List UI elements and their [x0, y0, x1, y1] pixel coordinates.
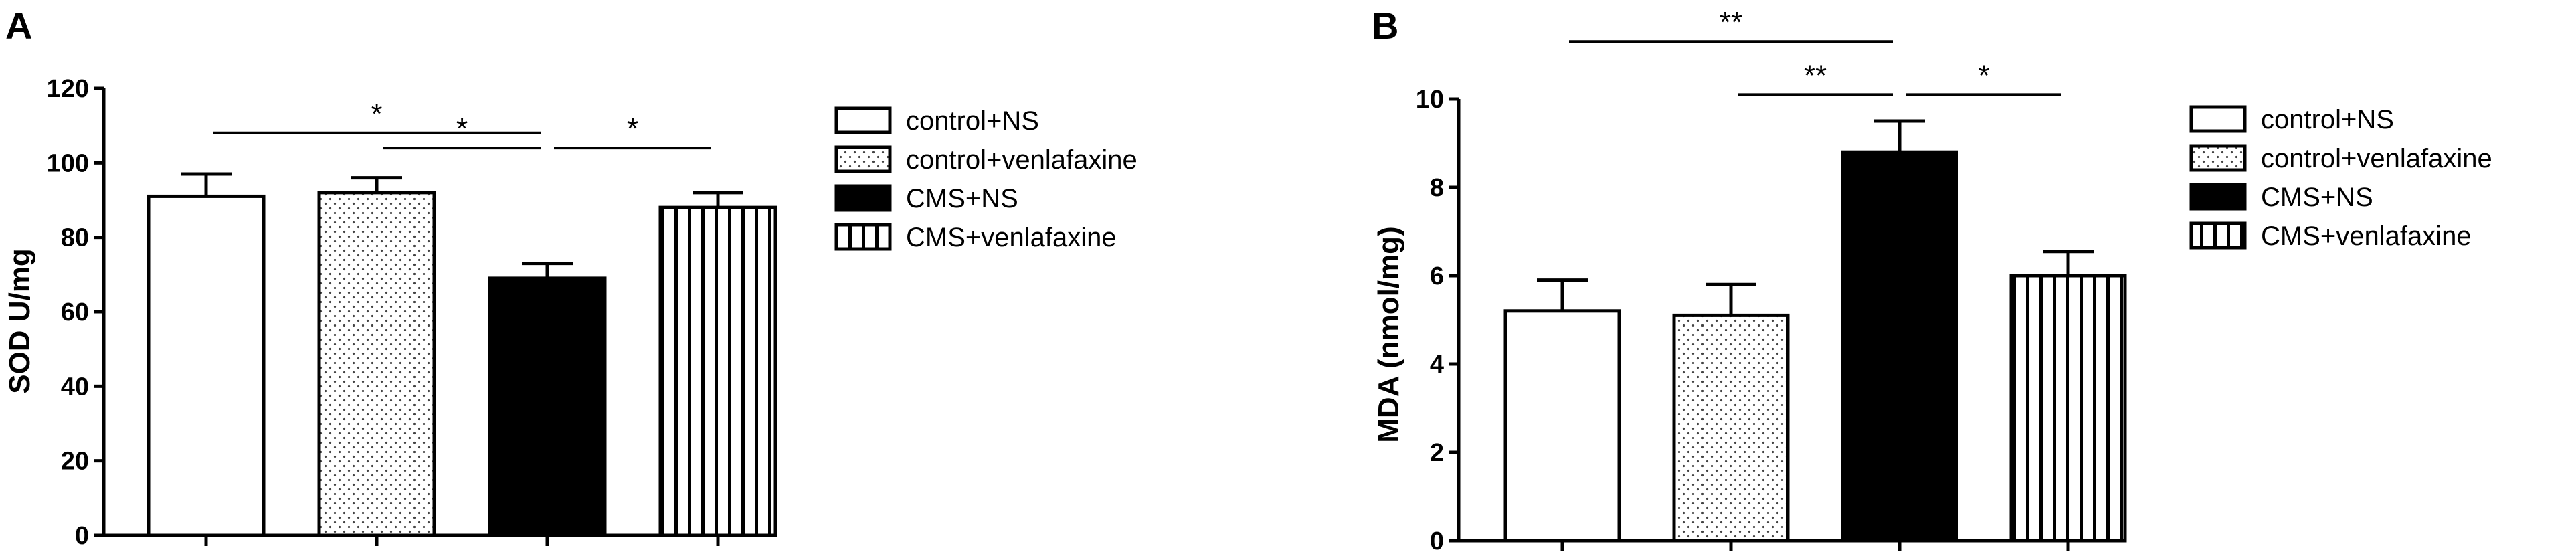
significance-label-a: * [627, 112, 638, 145]
y-tick-label-b: 10 [1416, 86, 1444, 114]
bar-b [2009, 274, 2127, 543]
y-tick-label-a: 80 [61, 224, 89, 252]
y-tick-label-a: 40 [61, 373, 89, 401]
y-tick-label-b: 6 [1430, 262, 1444, 290]
bar-b [1672, 313, 1790, 543]
bar-b [1503, 309, 1621, 543]
legend-label-b: CMS+venlafaxine [2261, 221, 2472, 251]
y-tick-label-a: 100 [47, 149, 89, 177]
y-axis-label-a: SOD U/mg [3, 248, 36, 394]
significance-label-a: * [371, 98, 382, 130]
legend-label-a: control+NS [906, 106, 1039, 136]
panel-label-b: B [1372, 5, 1398, 47]
y-tick-label-a: 120 [47, 75, 89, 103]
error-bars-a [181, 172, 743, 278]
y-axis-a: 0 20 40 60 80 100 120 [47, 75, 106, 550]
significance-a: * * * [213, 98, 711, 150]
legend-label-a: CMS+NS [906, 184, 1018, 213]
y-tick-label-b: 8 [1430, 174, 1444, 202]
legend-b: control+NS control+venlafaxine CMS+NS CMS+v… [2189, 105, 2492, 251]
bar-a [147, 194, 266, 537]
y-tick-label-a: 60 [61, 298, 89, 327]
y-axis-b: 0 2 4 6 8 10 [1416, 86, 1461, 555]
error-bars-b [1537, 119, 2094, 316]
legend-swatch-a [834, 106, 892, 134]
bar-a [317, 191, 436, 537]
legend-swatch-b [2189, 105, 2247, 133]
legend-label-b: control+venlafaxine [2261, 144, 2492, 173]
legend-swatch-a [834, 223, 892, 251]
legend-label-b: control+NS [2261, 105, 2394, 134]
bars-b [1503, 150, 2127, 543]
bar-a [658, 205, 777, 537]
legend-label-a: CMS+venlafaxine [906, 223, 1117, 252]
y-tick-label-b: 2 [1430, 439, 1444, 467]
y-tick-label-a: 20 [61, 448, 89, 476]
bar-a [488, 276, 607, 537]
legend-swatch-b [2189, 183, 2247, 211]
significance-label-b: * [1978, 59, 1989, 92]
legend-swatch-b [2189, 144, 2247, 172]
panel-a: A SOD U/mg 0 20 40 60 80 100 120 * * * control+N… [3, 5, 1137, 550]
significance-label-b: ** [1720, 6, 1742, 39]
legend-a: control+NS control+venlafaxine CMS+NS CMS+v… [834, 106, 1137, 252]
legend-swatch-b [2189, 221, 2247, 250]
significance-label-a: * [456, 112, 468, 145]
y-tick-label-b: 4 [1430, 351, 1444, 379]
legend-swatch-a [834, 145, 892, 173]
y-tick-label-a: 0 [75, 522, 89, 550]
y-tick-label-b: 0 [1430, 527, 1444, 555]
legend-label-a: control+venlafaxine [906, 145, 1137, 175]
legend-swatch-a [834, 184, 892, 212]
legend-label-b: CMS+NS [2261, 183, 2373, 212]
bars-a [147, 191, 777, 537]
significance-b: **** * [1569, 6, 2061, 96]
panel-label-a: A [5, 5, 32, 47]
y-axis-label-b: MDA (nmol/mg) [1372, 226, 1405, 442]
bar-b [1841, 150, 1958, 543]
significance-label-b: ** [1804, 59, 1827, 92]
